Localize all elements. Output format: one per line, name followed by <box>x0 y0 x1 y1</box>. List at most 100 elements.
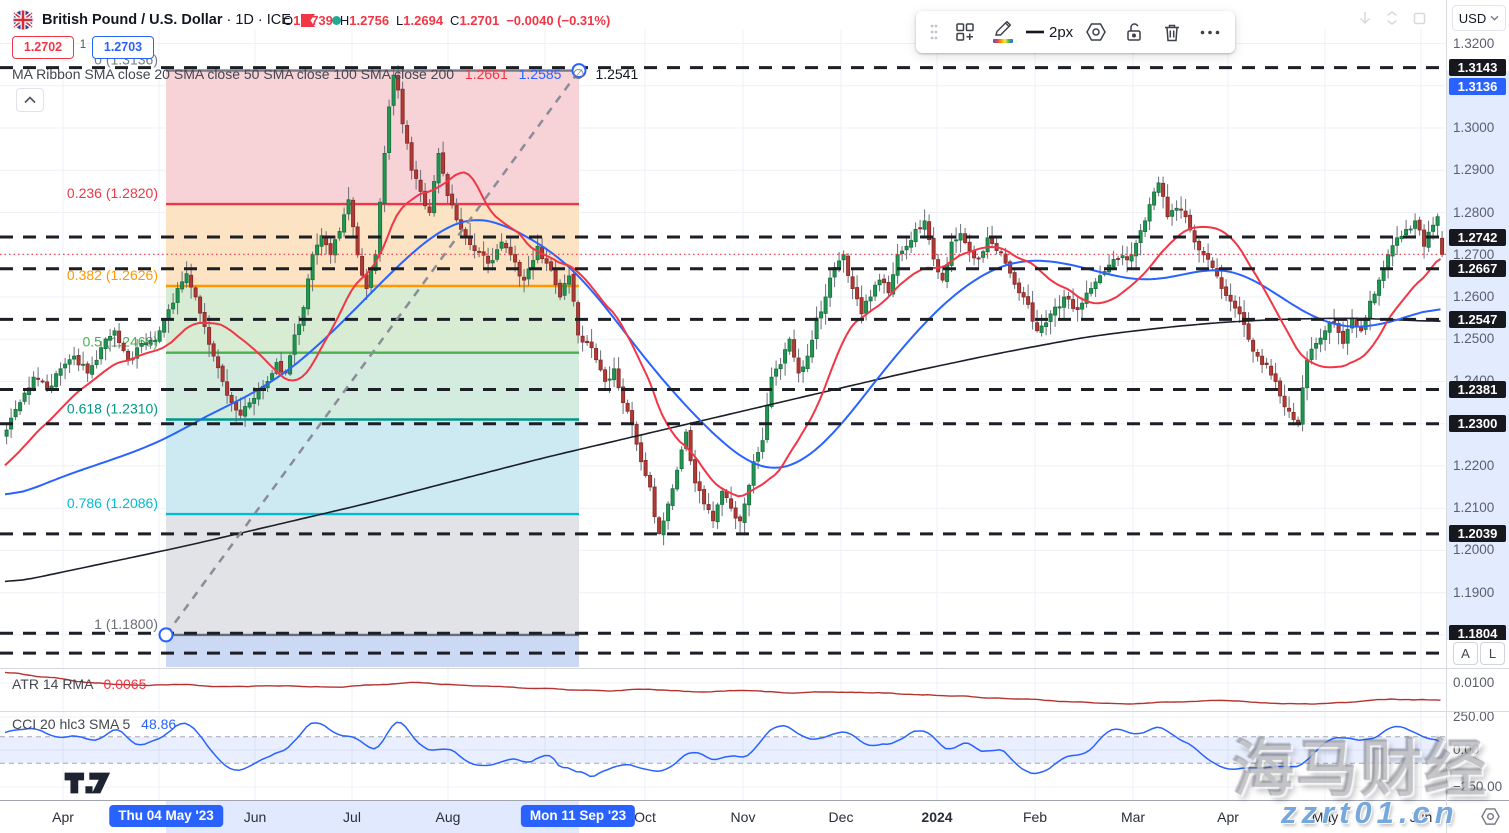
color-swatch-bar <box>993 39 1013 43</box>
price-scale-label: 1.2200 <box>1453 457 1495 473</box>
time-axis-label: Oct <box>634 809 656 825</box>
settings-button[interactable] <box>1081 16 1111 48</box>
price-scale[interactable]: 1.32001.31001.30001.29001.28001.27001.26… <box>1447 0 1509 800</box>
fib-level-label: 0.786 (1.2086) <box>67 495 158 511</box>
spread-value: 1 <box>79 39 87 51</box>
low-value: 1.2694 <box>403 13 444 28</box>
sell-button[interactable]: 1.2702 <box>12 36 74 59</box>
drawing-anchor-handle[interactable] <box>571 63 587 79</box>
ma-ribbon-title: MA Ribbon SMA close 20 SMA close 50 SMA … <box>12 66 455 82</box>
cci-value: 48.86 <box>141 716 177 732</box>
axis-selection-highlight <box>166 800 579 833</box>
ohlc-readout: O1.2739 H1.2756 L1.2694 C1.2701 −0.0040 … <box>283 13 611 28</box>
color-style-button[interactable] <box>988 16 1018 48</box>
time-axis-label: Dec <box>828 809 854 825</box>
cci-legend[interactable]: CCI 20 hlc3 SMA 5 48.86 <box>12 716 176 732</box>
sma200-line <box>4 317 1441 583</box>
grid-add-icon <box>956 23 974 41</box>
price-line-badge: 1.3143 <box>1449 59 1506 77</box>
price-chart-canvas[interactable]: 0 (1.3136)0.236 (1.2820)0.382 (1.2626)0.… <box>0 0 1446 800</box>
scale-tools <box>1354 7 1430 29</box>
more-options-button[interactable] <box>1195 16 1225 48</box>
template-button[interactable] <box>950 16 980 48</box>
price-scale-label: 1.2600 <box>1453 288 1495 304</box>
scroll-down-icon[interactable] <box>1354 7 1376 29</box>
scale-selection-highlight <box>1447 71 1509 662</box>
drawing-anchor-handle[interactable] <box>158 627 174 643</box>
symbol-flag-icon <box>12 9 34 31</box>
auto-scale-button[interactable]: A <box>1453 642 1478 665</box>
pencil-icon <box>995 21 1012 36</box>
drawing-toolbar: 2px <box>916 11 1236 53</box>
chevron-up-icon <box>24 96 36 104</box>
fib-trend-line[interactable] <box>158 63 587 643</box>
atr-title: ATR 14 RMA <box>12 676 93 692</box>
horizontal-line-drawings[interactable] <box>0 66 1446 655</box>
sma100-hidden-symbol: ∅ <box>572 66 585 82</box>
tradingview-logo[interactable] <box>54 770 122 801</box>
cci-scale-label: 250.00 <box>1453 709 1495 724</box>
time-axis-label: Jun <box>243 809 267 825</box>
price-scale-label: 1.3000 <box>1453 120 1495 136</box>
currency-dropdown[interactable]: USD <box>1452 5 1506 31</box>
price-line-badge: 1.2039 <box>1449 525 1506 543</box>
ma-ribbon-legend[interactable]: MA Ribbon SMA close 20 SMA close 50 SMA … <box>12 66 638 83</box>
atr-legend[interactable]: ATR 14 RMA 0.0065 <box>12 676 146 692</box>
symbol-title[interactable]: British Pound / U.S. Dollar · 1D · ICE <box>42 12 291 28</box>
hexagon-gear-icon <box>1086 23 1107 41</box>
time-axis[interactable]: Apr Jun Jul Aug Oct Nov Dec 2024 Feb Mar Apr May Jun… <box>0 800 1446 833</box>
cci-scale-label: 0.00 <box>1453 742 1480 757</box>
fib-level-label: 0.236 (1.2820) <box>67 185 158 201</box>
line-width-label: 2px <box>1049 23 1074 41</box>
change-value: −0.0040 (−0.31%) <box>506 13 611 28</box>
time-axis-label: May <box>1311 809 1339 825</box>
unlock-icon <box>1127 23 1141 41</box>
price-scale-label: 1.2800 <box>1453 204 1495 220</box>
time-axis-label: Jun <box>1409 809 1433 825</box>
time-axis-label: 2024 <box>921 809 953 825</box>
line-thickness-icon <box>1026 30 1044 34</box>
atr-line[interactable] <box>4 671 1441 705</box>
drag-handle-icon[interactable] <box>926 16 942 48</box>
open-value: 1.2739 <box>293 13 333 28</box>
cci-line[interactable] <box>4 721 1441 778</box>
price-scale-label: 1.3200 <box>1453 35 1495 51</box>
fib-retracement-drawing[interactable]: 0 (1.3136)0.236 (1.2820)0.382 (1.2626)0.… <box>67 52 579 667</box>
cci-title: CCI 20 hlc3 SMA 5 <box>12 716 131 732</box>
scale-border <box>1446 0 1447 833</box>
collapse-panel-button[interactable] <box>16 88 44 112</box>
sma50-value: 1.2585 <box>518 66 562 82</box>
flagged-icon[interactable] <box>300 13 316 27</box>
trash-icon <box>1165 24 1180 41</box>
price-line-badge: 1.2300 <box>1449 415 1506 433</box>
time-anchor-badge: Mon 11 Sep '23 <box>520 805 636 827</box>
cci-scale-label: −250.00 <box>1453 779 1503 794</box>
ma-ribbon-lines[interactable] <box>4 171 1442 583</box>
fib-anchor-badge: 1.3136 <box>1449 77 1506 95</box>
buy-button[interactable]: 1.2703 <box>92 36 154 59</box>
fib-level-label: 1 (1.1800) <box>94 616 158 632</box>
symbol-header: British Pound / U.S. Dollar · 1D · ICE <box>12 8 341 32</box>
pane-separator[interactable] <box>0 711 1509 712</box>
delete-button[interactable] <box>1157 16 1187 48</box>
symbol-meta: · 1D · ICE <box>222 12 291 28</box>
sma50-line <box>4 219 1441 496</box>
lock-button[interactable] <box>1119 16 1149 48</box>
chevron-down-icon <box>1490 15 1499 21</box>
price-scale-label: 1.2900 <box>1453 162 1495 178</box>
market-status-dot[interactable] <box>331 15 341 25</box>
close-value: 1.2701 <box>459 13 500 28</box>
price-line-badge: 1.2381 <box>1449 380 1506 398</box>
collapse-scales-icon[interactable] <box>1381 7 1403 29</box>
sma200-value: 1.2541 <box>595 66 639 82</box>
axis-settings-button[interactable] <box>1480 807 1501 831</box>
line-width-button[interactable]: 2px <box>1026 16 1073 48</box>
log-scale-button[interactable]: L <box>1480 642 1505 665</box>
maximize-pane-icon[interactable] <box>1408 7 1430 29</box>
time-anchor-badge: Thu 04 May '23 <box>109 805 223 827</box>
axis-corner <box>1447 800 1509 833</box>
price-line-badge: 1.2547 <box>1449 310 1506 328</box>
fib-level-label: 0.618 (1.2310) <box>67 401 158 417</box>
pane-separator[interactable] <box>0 668 1509 669</box>
